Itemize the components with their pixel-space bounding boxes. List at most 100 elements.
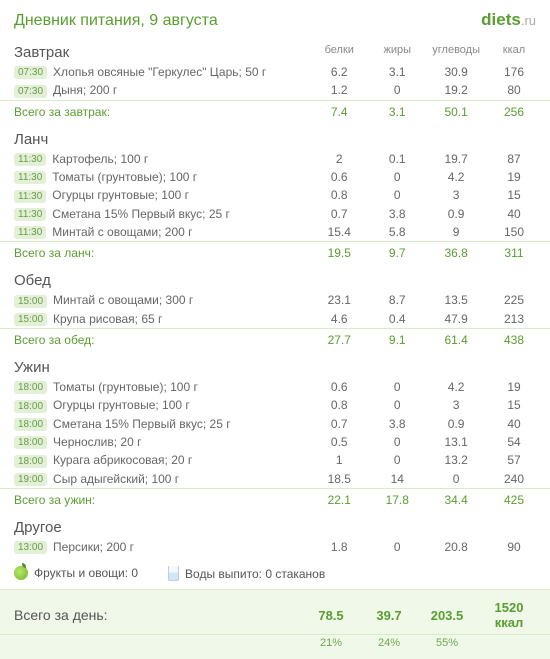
section-total-protein: 7.4	[310, 100, 368, 123]
section-total-carbs: 50.1	[426, 100, 486, 123]
cell-fat: 0	[368, 538, 426, 556]
section-name: Другое	[0, 511, 310, 538]
section-total-kcal: 438	[486, 328, 550, 351]
food-row[interactable]: 18:00Томаты (грунтовые); 100 г0.604.219	[0, 378, 550, 396]
cell-carbs: 47.9	[426, 310, 486, 329]
food-name: Минтай с овощами; 200 г	[52, 225, 192, 239]
site-logo[interactable]: diets.ru	[481, 10, 536, 30]
food-name: Сметана 15% Первый вкус; 25 г	[52, 207, 230, 221]
food-name: Чернослив; 20 г	[53, 435, 141, 449]
cell-protein: 1.2	[310, 81, 368, 100]
cell-kcal: 19	[486, 378, 550, 396]
time-badge: 11:30	[14, 153, 46, 166]
cell-protein: 15.4	[310, 223, 368, 242]
section-total-carbs: 61.4	[426, 328, 486, 351]
section-total-kcal: 256	[486, 100, 550, 123]
grand-carbs: 203.5	[418, 590, 476, 635]
food-name: Огурцы грунтовые; 100 г	[52, 188, 189, 202]
food-row[interactable]: 19:00Сыр адыгейский; 100 г18.5140240	[0, 470, 550, 489]
col-carbs: углеводы	[426, 36, 486, 63]
section-total-carbs: 34.4	[426, 488, 486, 511]
section-total-kcal: 425	[486, 488, 550, 511]
cell-kcal: 225	[486, 291, 550, 309]
cell-fat: 5.8	[368, 223, 426, 242]
cell-carbs: 9	[426, 223, 486, 242]
cell-fat: 0	[368, 168, 426, 186]
cell-fat: 3.1	[368, 63, 426, 81]
cell-carbs: 20.8	[426, 538, 486, 556]
cell-protein: 0.5	[310, 433, 368, 451]
food-row[interactable]: 07:30Хлопья овсяные "Геркулес" Царь; 50 …	[0, 63, 550, 81]
time-badge: 11:30	[14, 171, 46, 184]
food-row[interactable]: 07:30Дыня; 200 г1.2019.280	[0, 81, 550, 100]
section-total-carbs: 36.8	[426, 242, 486, 265]
cell-carbs: 13.1	[426, 433, 486, 451]
fruit-counter: Фрукты и овощи: 0	[14, 566, 138, 581]
cell-fat: 14	[368, 470, 426, 489]
cell-kcal: 213	[486, 310, 550, 329]
grand-fat: 39.7	[360, 590, 418, 635]
cell-kcal: 15	[486, 396, 550, 414]
food-row[interactable]: 11:30Огурцы грунтовые; 100 г0.80315	[0, 186, 550, 204]
cell-protein: 0.6	[310, 168, 368, 186]
cell-fat: 0	[368, 433, 426, 451]
time-badge: 13:00	[14, 541, 47, 554]
cell-fat: 0	[368, 81, 426, 100]
cell-fat: 0.4	[368, 310, 426, 329]
food-row[interactable]: 13:00Персики; 200 г1.8020.890	[0, 538, 550, 556]
cell-kcal: 240	[486, 470, 550, 489]
col-kcal: ккал	[486, 36, 550, 63]
cell-fat: 0	[368, 451, 426, 469]
food-name: Томаты (грунтовые); 100 г	[52, 170, 197, 184]
cell-protein: 0.7	[310, 205, 368, 223]
food-row[interactable]: 18:00Чернослив; 20 г0.5013.154	[0, 433, 550, 451]
cell-kcal: 40	[486, 415, 550, 433]
time-badge: 15:00	[14, 313, 47, 326]
section-total-label: Всего за обед:	[0, 328, 310, 351]
food-name: Минтай с овощами; 300 г	[53, 293, 193, 307]
cell-carbs: 4.2	[426, 378, 486, 396]
food-row[interactable]: 11:30Томаты (грунтовые); 100 г0.604.219	[0, 168, 550, 186]
food-row[interactable]: 11:30Сметана 15% Первый вкус; 25 г0.73.8…	[0, 205, 550, 223]
time-badge: 18:00	[14, 436, 47, 449]
food-row[interactable]: 11:30Минтай с овощами; 200 г15.45.89150	[0, 223, 550, 242]
time-badge: 11:30	[14, 208, 46, 221]
time-badge: 11:30	[14, 190, 46, 203]
time-badge: 18:00	[14, 418, 47, 431]
food-row[interactable]: 15:00Минтай с овощами; 300 г23.18.713.52…	[0, 291, 550, 309]
cell-carbs: 19.2	[426, 81, 486, 100]
food-name: Картофель; 100 г	[52, 152, 148, 166]
food-row[interactable]: 18:00Курага абрикосовая; 20 г1013.257	[0, 451, 550, 469]
cell-protein: 1.8	[310, 538, 368, 556]
cell-carbs: 4.2	[426, 168, 486, 186]
cell-fat: 3.8	[368, 415, 426, 433]
cell-carbs: 0.9	[426, 205, 486, 223]
cell-fat: 0.1	[368, 150, 426, 168]
food-name: Сыр адыгейский; 100 г	[53, 472, 179, 486]
grand-carbs-pct: 55%	[418, 635, 476, 659]
cell-protein: 0.8	[310, 186, 368, 204]
food-row[interactable]: 18:00Огурцы грунтовые; 100 г0.80315	[0, 396, 550, 414]
food-row[interactable]: 15:00Крупа рисовая; 65 г4.60.447.9213	[0, 310, 550, 329]
time-badge: 07:30	[14, 66, 47, 79]
food-row[interactable]: 11:30Картофель; 100 г20.119.787	[0, 150, 550, 168]
food-row[interactable]: 18:00Сметана 15% Первый вкус; 25 г0.73.8…	[0, 415, 550, 433]
section-total-fat: 9.7	[368, 242, 426, 265]
cell-kcal: 90	[486, 538, 550, 556]
glass-icon	[168, 566, 179, 581]
grand-kcal: 1520 ккал	[476, 590, 550, 635]
section-total-fat: 3.1	[368, 100, 426, 123]
cell-kcal: 15	[486, 186, 550, 204]
section-total-label: Всего за завтрак:	[0, 100, 310, 123]
cell-carbs: 19.7	[426, 150, 486, 168]
cell-protein: 1	[310, 451, 368, 469]
grand-total-table: Всего за день: 78.5 39.7 203.5 1520 ккал…	[0, 589, 550, 659]
cell-protein: 0.8	[310, 396, 368, 414]
food-name: Огурцы грунтовые; 100 г	[53, 398, 190, 412]
page-title: Дневник питания, 9 августа	[14, 12, 218, 30]
section-total-protein: 19.5	[310, 242, 368, 265]
cell-kcal: 87	[486, 150, 550, 168]
cell-carbs: 0	[426, 470, 486, 489]
cell-fat: 0	[368, 396, 426, 414]
cell-protein: 18.5	[310, 470, 368, 489]
